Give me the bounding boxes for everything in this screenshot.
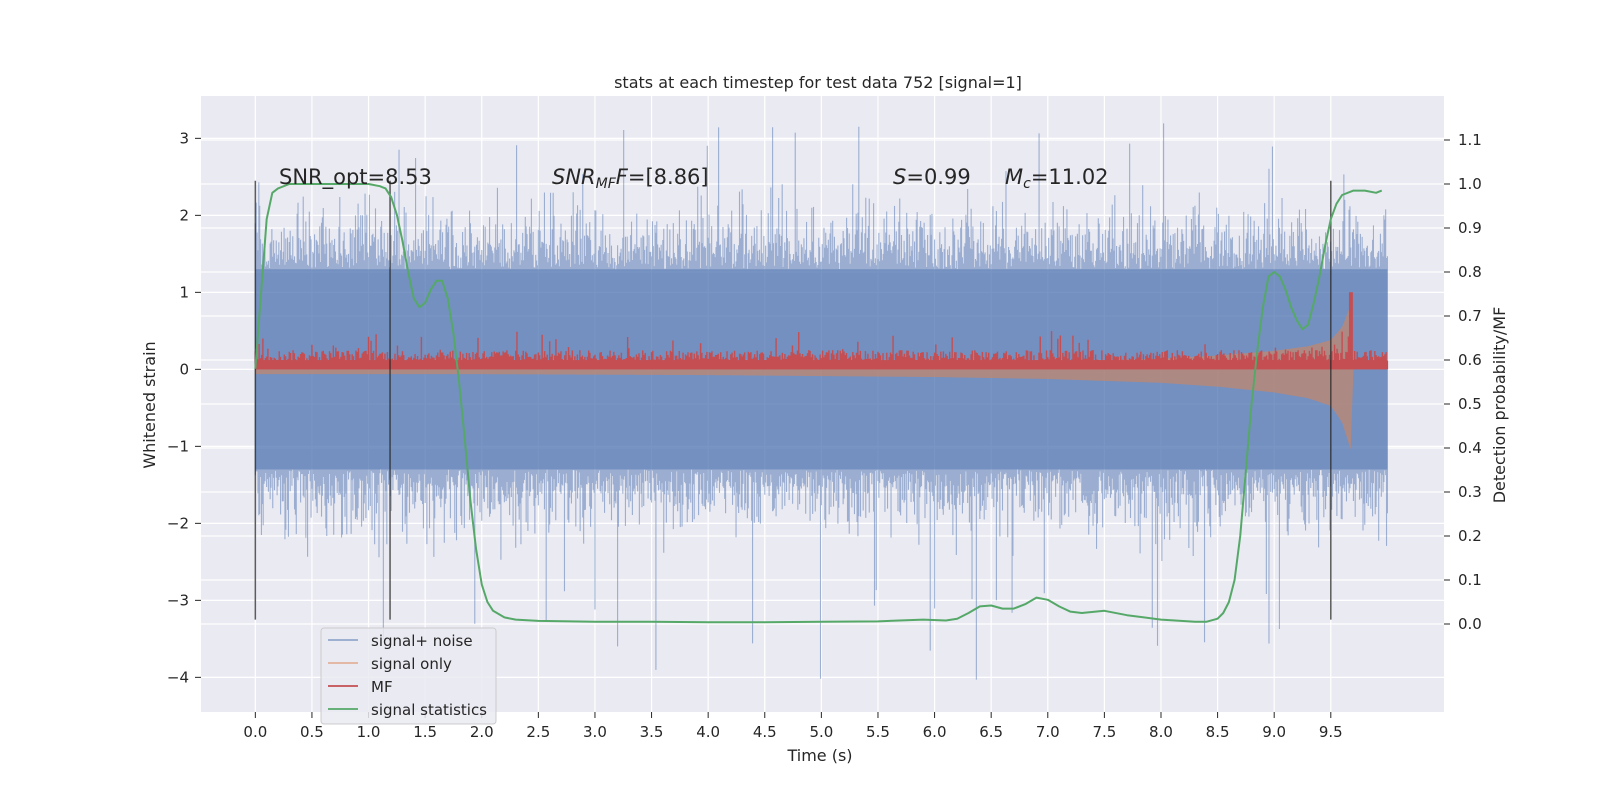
y2-tick-label: 1.0 — [1458, 175, 1482, 193]
y2-tick-label: 0.5 — [1458, 395, 1482, 413]
annotation-snr-mf-value: =[8.86] — [628, 165, 709, 189]
x-tick-label: 0.0 — [243, 723, 267, 741]
y2-tick-label: 1.1 — [1458, 131, 1482, 149]
x-tick-label: 6.5 — [979, 723, 1003, 741]
annotation-mc-label: M — [1005, 165, 1023, 189]
x-tick-label: 4.0 — [696, 723, 720, 741]
series-signal-statistics — [254, 183, 1383, 624]
y-tick-labels: 3 2 1 0 −1 −2 −3 −4 — [167, 129, 201, 686]
y-tick-label: 1 — [179, 283, 189, 301]
y-tick-label: −4 — [167, 668, 189, 686]
x-tick-label: 1.0 — [357, 723, 381, 741]
signal-statistics-line — [254, 183, 1383, 624]
y-tick-label: 0 — [179, 360, 189, 378]
x-tick-label: 6.0 — [923, 723, 947, 741]
y-tick-label: −2 — [167, 514, 189, 532]
y2-tick-label: 0.2 — [1458, 527, 1482, 545]
x-tick-label: 5.0 — [809, 723, 833, 741]
y-tick-label: −3 — [167, 591, 189, 609]
y2-tick-label: 0.9 — [1458, 219, 1482, 237]
signal-only-trace — [255, 305, 1354, 450]
y-axis-title: Whitened strain — [140, 341, 159, 468]
annotation-mc: Mc=11.02 — [1005, 165, 1109, 192]
x-tick-label: 4.5 — [753, 723, 777, 741]
y2-tick-label: 0.4 — [1458, 439, 1482, 457]
y2-tick-label: 0.7 — [1458, 307, 1482, 325]
x-tick-label: 8.5 — [1206, 723, 1230, 741]
legend-label-signal-statistics: signal statistics — [371, 701, 487, 719]
mf-core — [255, 360, 1388, 370]
legend: signal+ noise signal only MF signal stat… — [320, 627, 497, 725]
y2-tick-labels: 1.1 1.0 0.9 0.8 0.7 0.6 0.5 0.4 0.3 0.2 0.1 0.0 — [1444, 131, 1482, 633]
x-axis-title: Time (s) — [786, 746, 852, 765]
x-tick-label: 9.0 — [1262, 723, 1286, 741]
x-tick-label: 9.5 — [1319, 723, 1343, 741]
chart-title: stats at each timestep for test data 752… — [614, 73, 1022, 92]
y-tick-label: −1 — [167, 437, 189, 455]
annotation-mc-value: =11.02 — [1031, 165, 1109, 189]
vertical-markers — [254, 180, 1332, 620]
x-tick-labels: 0.0 0.5 1.0 1.5 2.0 2.5 3.0 3.5 4.0 4.5 5.0 5.5 6.0 6… — [243, 712, 1343, 741]
y2-axis-title: Detection probability/MF — [1490, 307, 1509, 504]
x-tick-label: 8.0 — [1149, 723, 1173, 741]
x-tick-label: 2.0 — [470, 723, 494, 741]
x-tick-label: 1.5 — [413, 723, 437, 741]
annotation-snr-mf: SNRMFF=[8.86] — [552, 165, 709, 192]
x-tick-label: 0.5 — [300, 723, 324, 741]
x-tick-label: 5.5 — [866, 723, 890, 741]
series-signal-only — [255, 305, 1354, 450]
legend-label-signal-noise: signal+ noise — [371, 632, 473, 650]
y2-tick-label: 0.3 — [1458, 483, 1482, 501]
y2-tick-label: 0.6 — [1458, 351, 1482, 369]
y-tick-label: 3 — [179, 129, 189, 147]
annotation-s: S=0.99 — [893, 165, 971, 189]
annotation-snr-opt: SNR_opt=8.53 — [279, 165, 432, 190]
y2-tick-label: 0.1 — [1458, 571, 1482, 589]
annotation-snr-mf-sub: MF — [596, 176, 617, 192]
x-tick-label: 3.5 — [640, 723, 664, 741]
legend-label-mf: MF — [371, 678, 393, 696]
x-tick-label: 3.0 — [583, 723, 607, 741]
annotation-mc-sub: c — [1023, 176, 1031, 192]
annotation-s-value: =0.99 — [906, 165, 970, 189]
y2-tick-label: 0.8 — [1458, 263, 1482, 281]
legend-label-signal-only: signal only — [371, 655, 452, 673]
x-tick-label: 7.5 — [1092, 723, 1116, 741]
y2-tick-label: 0.0 — [1458, 615, 1482, 633]
annotation-snr-mf-label: SNR — [552, 165, 596, 189]
y-tick-label: 2 — [179, 206, 189, 224]
x-tick-label: 7.0 — [1036, 723, 1060, 741]
x-tick-label: 2.5 — [526, 723, 550, 741]
annotation-s-label: S — [893, 165, 906, 189]
